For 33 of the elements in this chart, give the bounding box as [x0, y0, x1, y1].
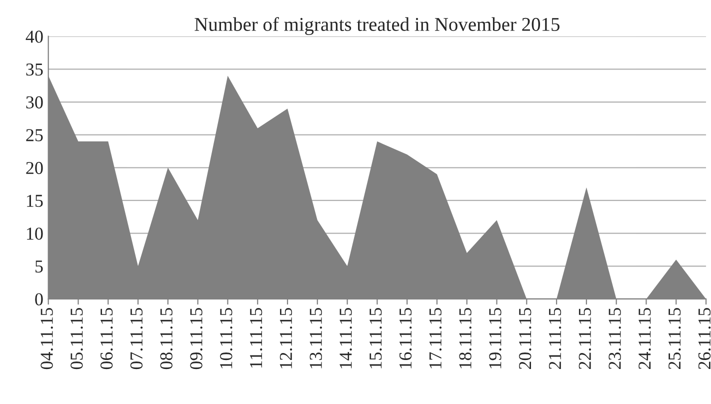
- x-tick-label: 16.11.15: [399, 308, 412, 368]
- x-tick-label: 25.11.15: [668, 308, 681, 370]
- y-tick-label: 10: [27, 228, 43, 240]
- x-tick-label: 26.11.15: [698, 308, 711, 370]
- x-tick-label: 17.11.15: [429, 308, 442, 368]
- x-tick-label: 04.11.15: [40, 308, 53, 370]
- x-tick-label: 15.11.15: [370, 308, 382, 368]
- x-tick-label: 12.11.15: [280, 308, 292, 368]
- x-tick-label: 19.11.15: [489, 308, 502, 368]
- x-tick-label: 23.11.15: [608, 308, 621, 370]
- y-tick-label: 20: [26, 162, 43, 174]
- x-tick-label: 22.11.15: [578, 308, 592, 370]
- chart-title: Number of migrants treated in November 2015: [194, 17, 560, 35]
- x-tick-label: 21.11.15: [548, 308, 562, 370]
- x-tick-label: 13.11.15: [310, 308, 322, 368]
- y-tick-label: 25: [26, 129, 43, 142]
- x-tick-label: 20.11.15: [518, 308, 532, 370]
- x-tick-label: 09.11.15: [190, 308, 202, 370]
- x-tick-label: 18.11.15: [459, 308, 472, 368]
- x-tick-label: 11.11.15: [250, 308, 262, 368]
- x-tick-label: 14.11.15: [340, 308, 352, 368]
- x-tick-label: 06.11.15: [100, 308, 113, 370]
- y-tick-label: 5: [36, 260, 43, 273]
- x-tick-label: 08.11.15: [160, 308, 173, 370]
- x-tick-label: 05.11.15: [70, 308, 83, 370]
- y-tick-label: 15: [27, 194, 43, 207]
- x-tick-label: 07.11.15: [130, 308, 143, 370]
- x-tick-label: 24.11.15: [638, 308, 651, 370]
- x-tick-label: 10.11.15: [220, 308, 232, 368]
- y-tick-label: 0: [35, 293, 43, 306]
- y-tick-label: 30: [26, 96, 43, 108]
- y-tick-label: 40: [26, 30, 43, 43]
- y-tick-label: 35: [26, 63, 43, 76]
